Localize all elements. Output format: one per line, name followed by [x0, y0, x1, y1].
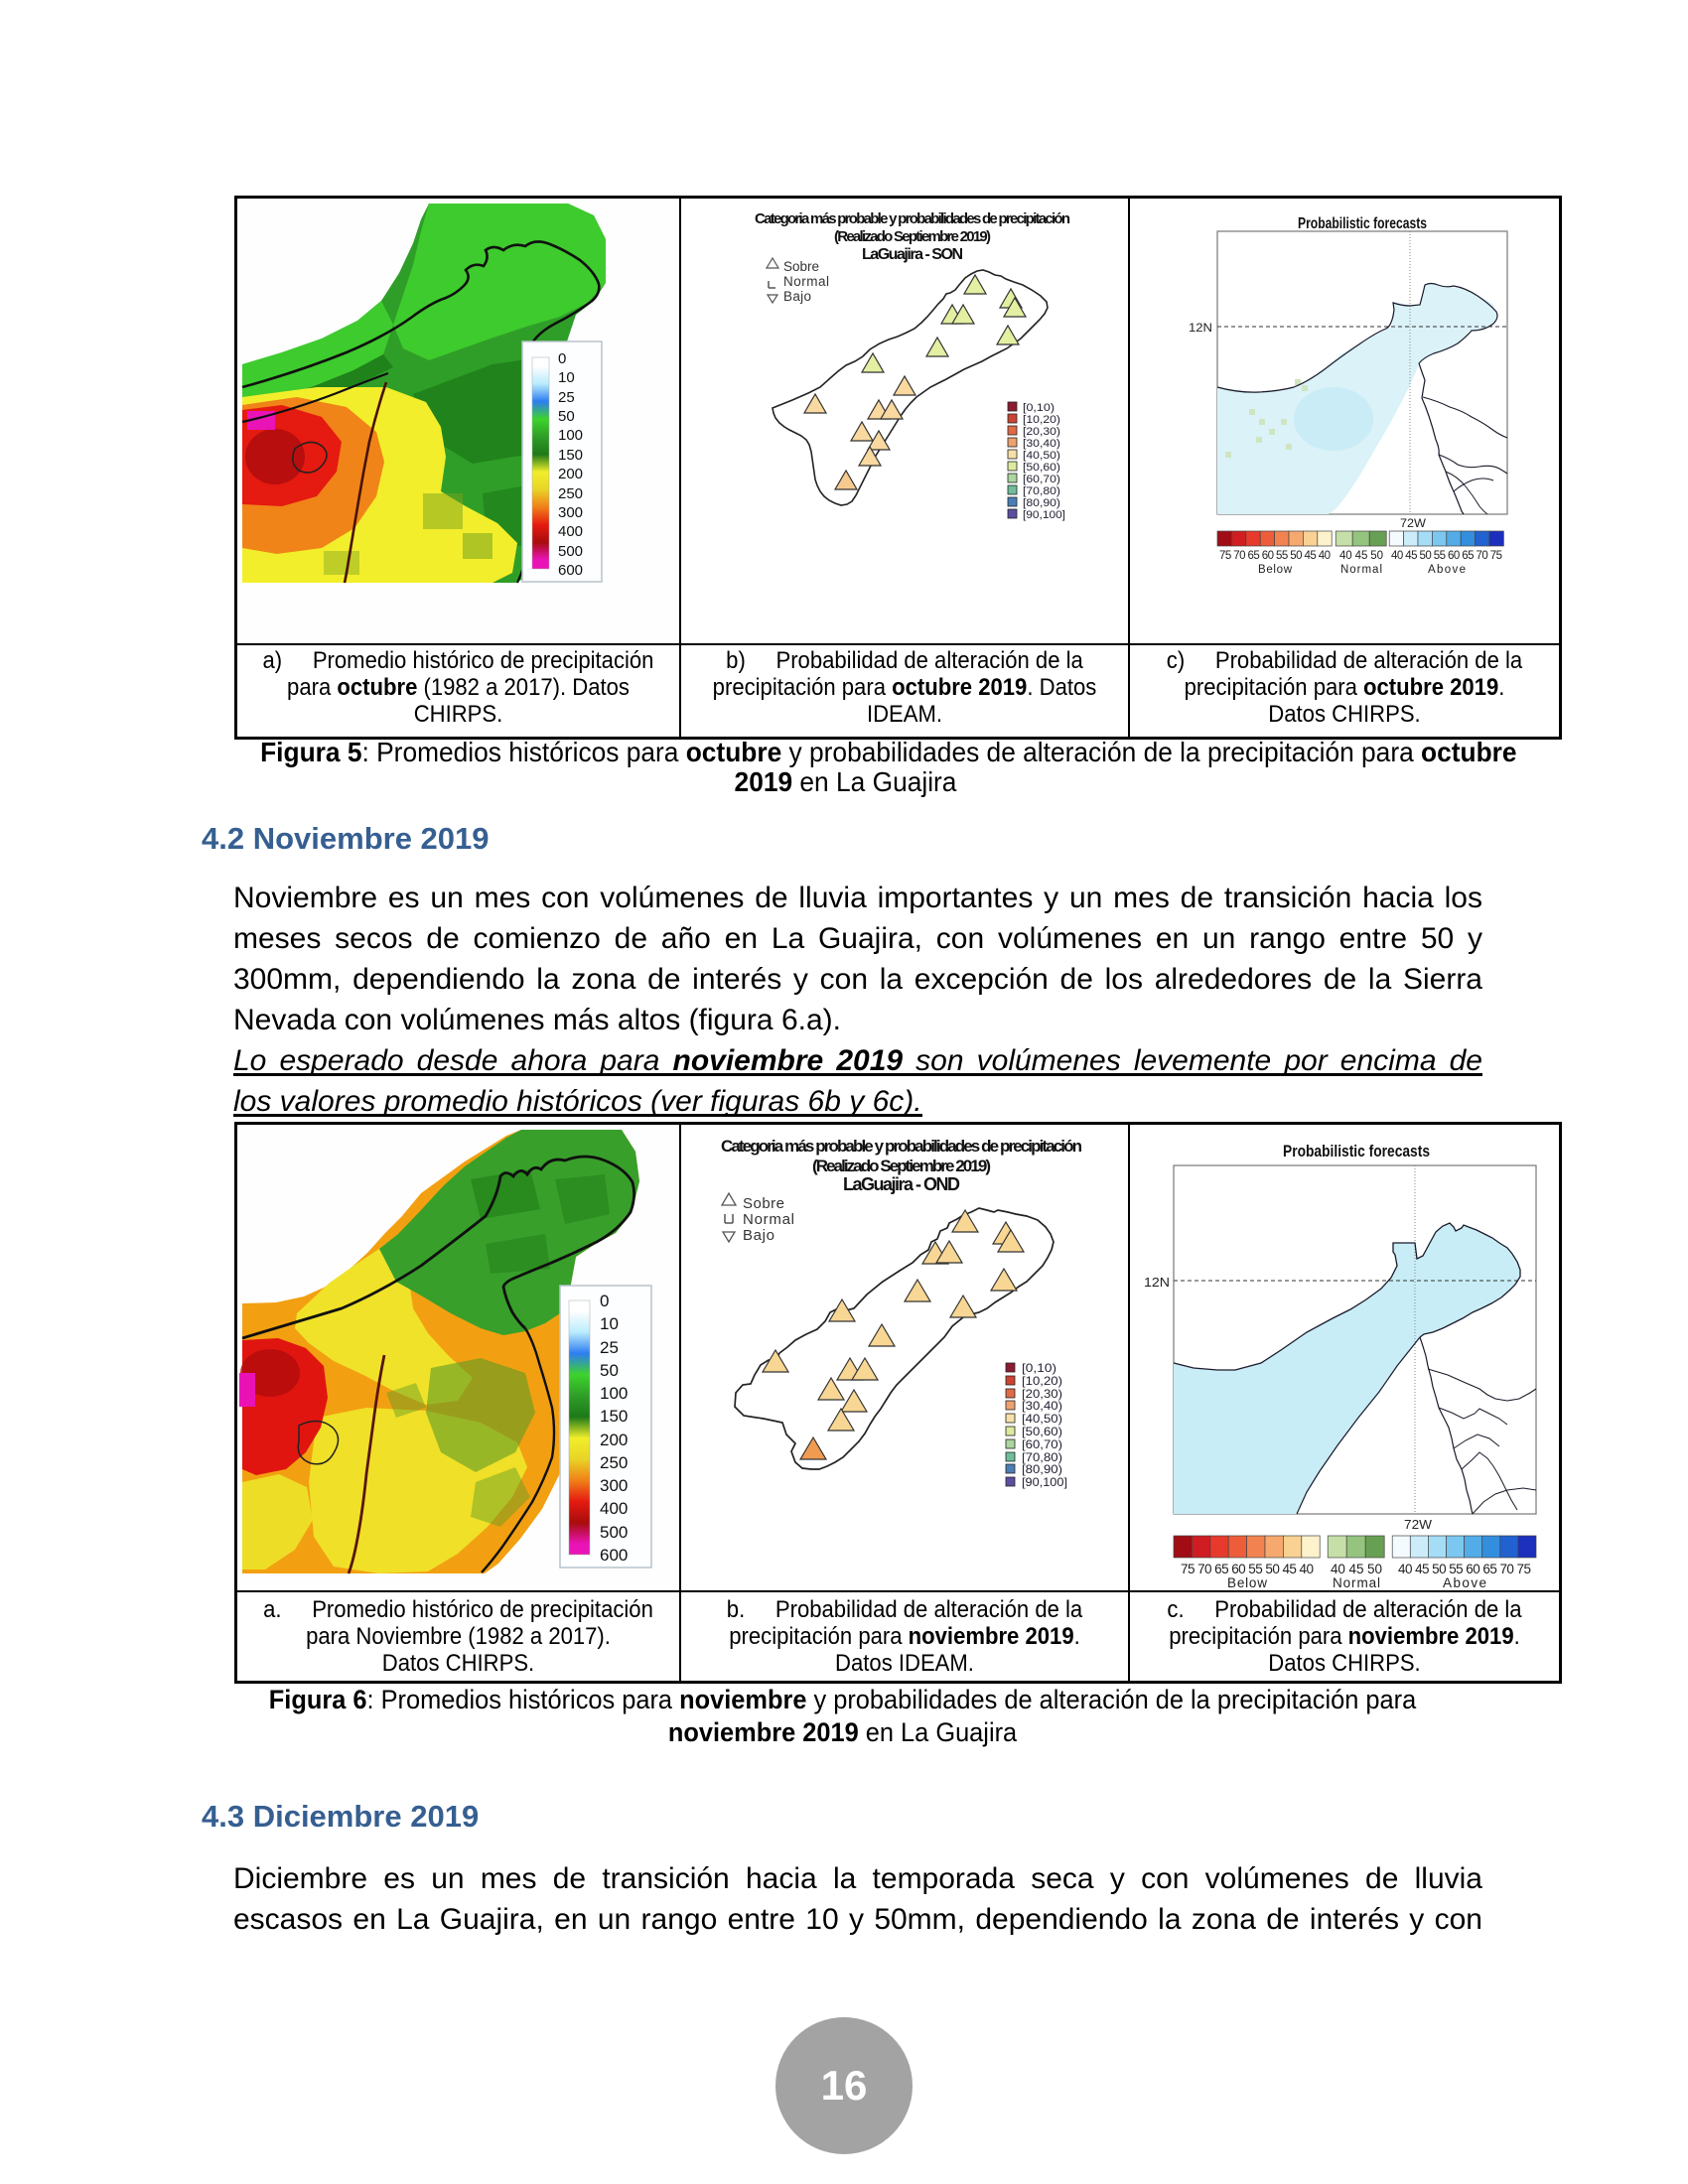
svg-text:[20,30): [20,30)	[1023, 426, 1060, 438]
svg-text:[90,100]: [90,100]	[1022, 1475, 1067, 1489]
svg-text:[0,10): [0,10)	[1023, 402, 1055, 414]
svg-text:[60,70): [60,70)	[1023, 474, 1060, 485]
svg-text:40 45 50 55 60 65 70 75: 40 45 50 55 60 65 70 75	[1398, 1562, 1531, 1576]
svg-text:[70,80): [70,80)	[1023, 485, 1060, 497]
svg-text:[80,90): [80,90)	[1022, 1462, 1062, 1476]
svg-text:50: 50	[600, 1361, 619, 1380]
svg-text:200: 200	[600, 1431, 628, 1449]
svg-text:Bajo: Bajo	[783, 289, 811, 304]
svg-text:75 70 65 60 55 50 45 40: 75 70 65 60 55 50 45 40	[1219, 550, 1331, 562]
svg-text:Normal: Normal	[1333, 1575, 1380, 1590]
svg-text:40 45 50: 40 45 50	[1339, 550, 1383, 562]
svg-text:400: 400	[600, 1499, 628, 1518]
svg-text:[0,10): [0,10)	[1022, 1361, 1056, 1375]
svg-text:Normal: Normal	[743, 1211, 794, 1228]
svg-text:72W: 72W	[1404, 1517, 1433, 1532]
svg-text:150: 150	[558, 447, 583, 464]
svg-text:600: 600	[600, 1546, 628, 1565]
svg-text:25: 25	[558, 389, 575, 406]
svg-text:12N: 12N	[1144, 1275, 1170, 1290]
svg-text:[30,40): [30,40)	[1022, 1399, 1062, 1413]
svg-text:(Realizado Septiembre 2019): (Realizado Septiembre 2019)	[812, 1157, 991, 1175]
svg-text:Categoria más probable y proba: Categoria más probable y probabilidades …	[755, 210, 1070, 227]
svg-text:Above: Above	[1428, 564, 1466, 576]
svg-text:Bajo: Bajo	[743, 1227, 774, 1244]
svg-text:Below: Below	[1227, 1575, 1267, 1590]
svg-text:[90,100]: [90,100]	[1023, 509, 1065, 521]
svg-text:(Realizado Septiembre 2019): (Realizado Septiembre 2019)	[834, 228, 991, 245]
svg-text:Below: Below	[1258, 564, 1293, 576]
svg-text:0: 0	[600, 1292, 609, 1310]
svg-text:500: 500	[558, 543, 583, 560]
svg-text:[20,30): [20,30)	[1022, 1387, 1062, 1401]
svg-text:[40,50): [40,50)	[1022, 1412, 1062, 1426]
svg-text:600: 600	[558, 562, 583, 579]
svg-text:Above: Above	[1443, 1575, 1486, 1590]
svg-text:LaGuajira - SON: LaGuajira - SON	[862, 246, 963, 263]
svg-text:[40,50): [40,50)	[1023, 450, 1060, 462]
svg-text:[60,70): [60,70)	[1022, 1437, 1062, 1451]
svg-text:40 45 50: 40 45 50	[1331, 1562, 1382, 1576]
svg-text:[70,80): [70,80)	[1022, 1450, 1062, 1464]
svg-text:[50,60): [50,60)	[1022, 1425, 1062, 1438]
svg-text:12N: 12N	[1189, 321, 1212, 335]
svg-text:100: 100	[600, 1384, 628, 1403]
svg-text:LaGuajira - OND: LaGuajira - OND	[843, 1174, 960, 1194]
svg-text:Normal: Normal	[783, 274, 829, 289]
svg-text:200: 200	[558, 466, 583, 482]
svg-text:Sobre: Sobre	[783, 259, 819, 274]
svg-text:40 45 50 55 60 65 70 75: 40 45 50 55 60 65 70 75	[1391, 550, 1502, 562]
svg-text:75 70 65 60 55 50 45 40: 75 70 65 60 55 50 45 40	[1181, 1562, 1314, 1576]
svg-text:10: 10	[558, 369, 575, 386]
svg-text:10: 10	[600, 1314, 619, 1333]
svg-text:300: 300	[558, 504, 583, 521]
svg-text:25: 25	[600, 1338, 619, 1357]
svg-text:[10,20): [10,20)	[1022, 1374, 1062, 1388]
svg-text:[30,40): [30,40)	[1023, 438, 1060, 450]
svg-text:150: 150	[600, 1407, 628, 1426]
svg-text:[80,90): [80,90)	[1023, 497, 1060, 509]
svg-text:72W: 72W	[1400, 516, 1427, 530]
svg-text:[10,20): [10,20)	[1023, 414, 1060, 426]
svg-text:Sobre: Sobre	[743, 1195, 784, 1212]
svg-text:300: 300	[600, 1476, 628, 1495]
svg-text:250: 250	[600, 1453, 628, 1472]
svg-text:Probabilistic forecasts: Probabilistic forecasts	[1298, 215, 1427, 232]
svg-text:Categoria más probable y proba: Categoria más probable y probabilidades …	[721, 1137, 1082, 1156]
svg-text:500: 500	[600, 1523, 628, 1542]
svg-text:0: 0	[558, 350, 566, 367]
svg-text:100: 100	[558, 427, 583, 444]
svg-text:Normal: Normal	[1340, 564, 1382, 576]
svg-text:[50,60): [50,60)	[1023, 462, 1060, 474]
svg-text:50: 50	[558, 408, 575, 425]
svg-text:400: 400	[558, 523, 583, 540]
svg-text:250: 250	[558, 485, 583, 502]
svg-text:Probabilistic forecasts: Probabilistic forecasts	[1283, 1142, 1430, 1160]
